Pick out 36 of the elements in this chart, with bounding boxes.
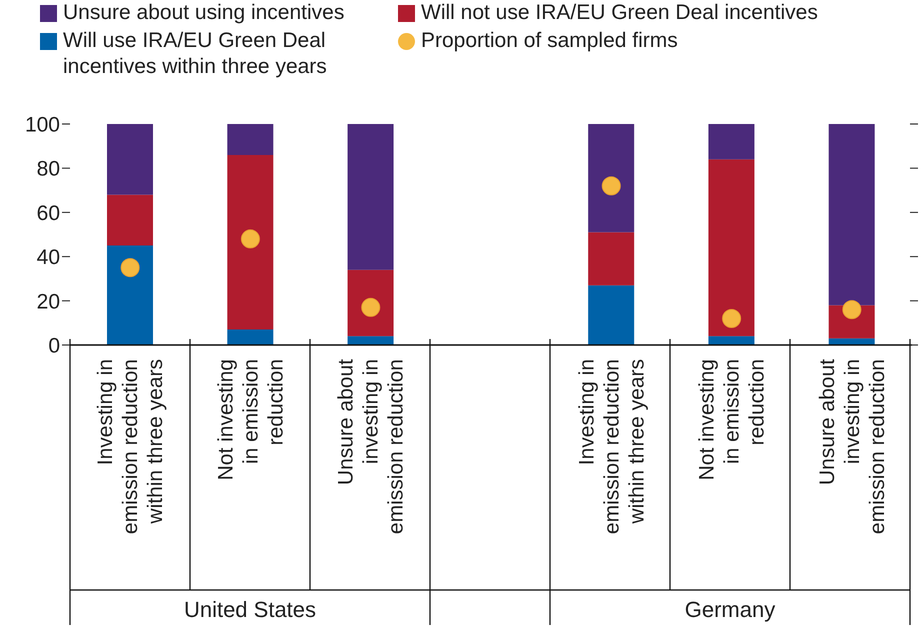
bar [588,285,634,345]
point [722,308,742,328]
y-tick-label: 20 [36,290,60,314]
bar [348,336,394,345]
y-tick-label: 100 [24,113,60,136]
bar [828,124,875,306]
x-tick-label: Investing in emission reduction within three years [94,359,168,534]
legend-label: Will use IRA/EU Green Deal incentives within three years [63,28,328,80]
bar [348,124,394,270]
bar [227,124,274,155]
bar [107,124,153,195]
y-tick-label: 60 [36,202,60,225]
bar [348,270,394,336]
bar [588,232,634,286]
y-tick-label: 0 [48,334,60,358]
text: United States [184,597,316,622]
y-tick-label: 40 [36,246,60,270]
legend-label: Unsure about using incentives [63,0,344,26]
text: Germany [684,597,776,622]
x-tick-label: Investing in emission reduction within three years [575,359,648,534]
point [240,229,260,248]
legend-label: Proportion of sampled firms [421,28,678,54]
bar [107,194,153,246]
bar [708,124,754,160]
bar [227,154,274,330]
bar [588,124,634,232]
point [120,258,140,278]
bar [828,338,875,345]
y-tick-label: 80 [36,158,60,181]
point [602,176,621,196]
legend-label: Will not use IRA/EU Green Deal incentives [421,0,818,26]
point [842,300,862,320]
bar [708,336,754,345]
bar [107,246,153,345]
bar [708,159,754,336]
bar [227,330,274,345]
